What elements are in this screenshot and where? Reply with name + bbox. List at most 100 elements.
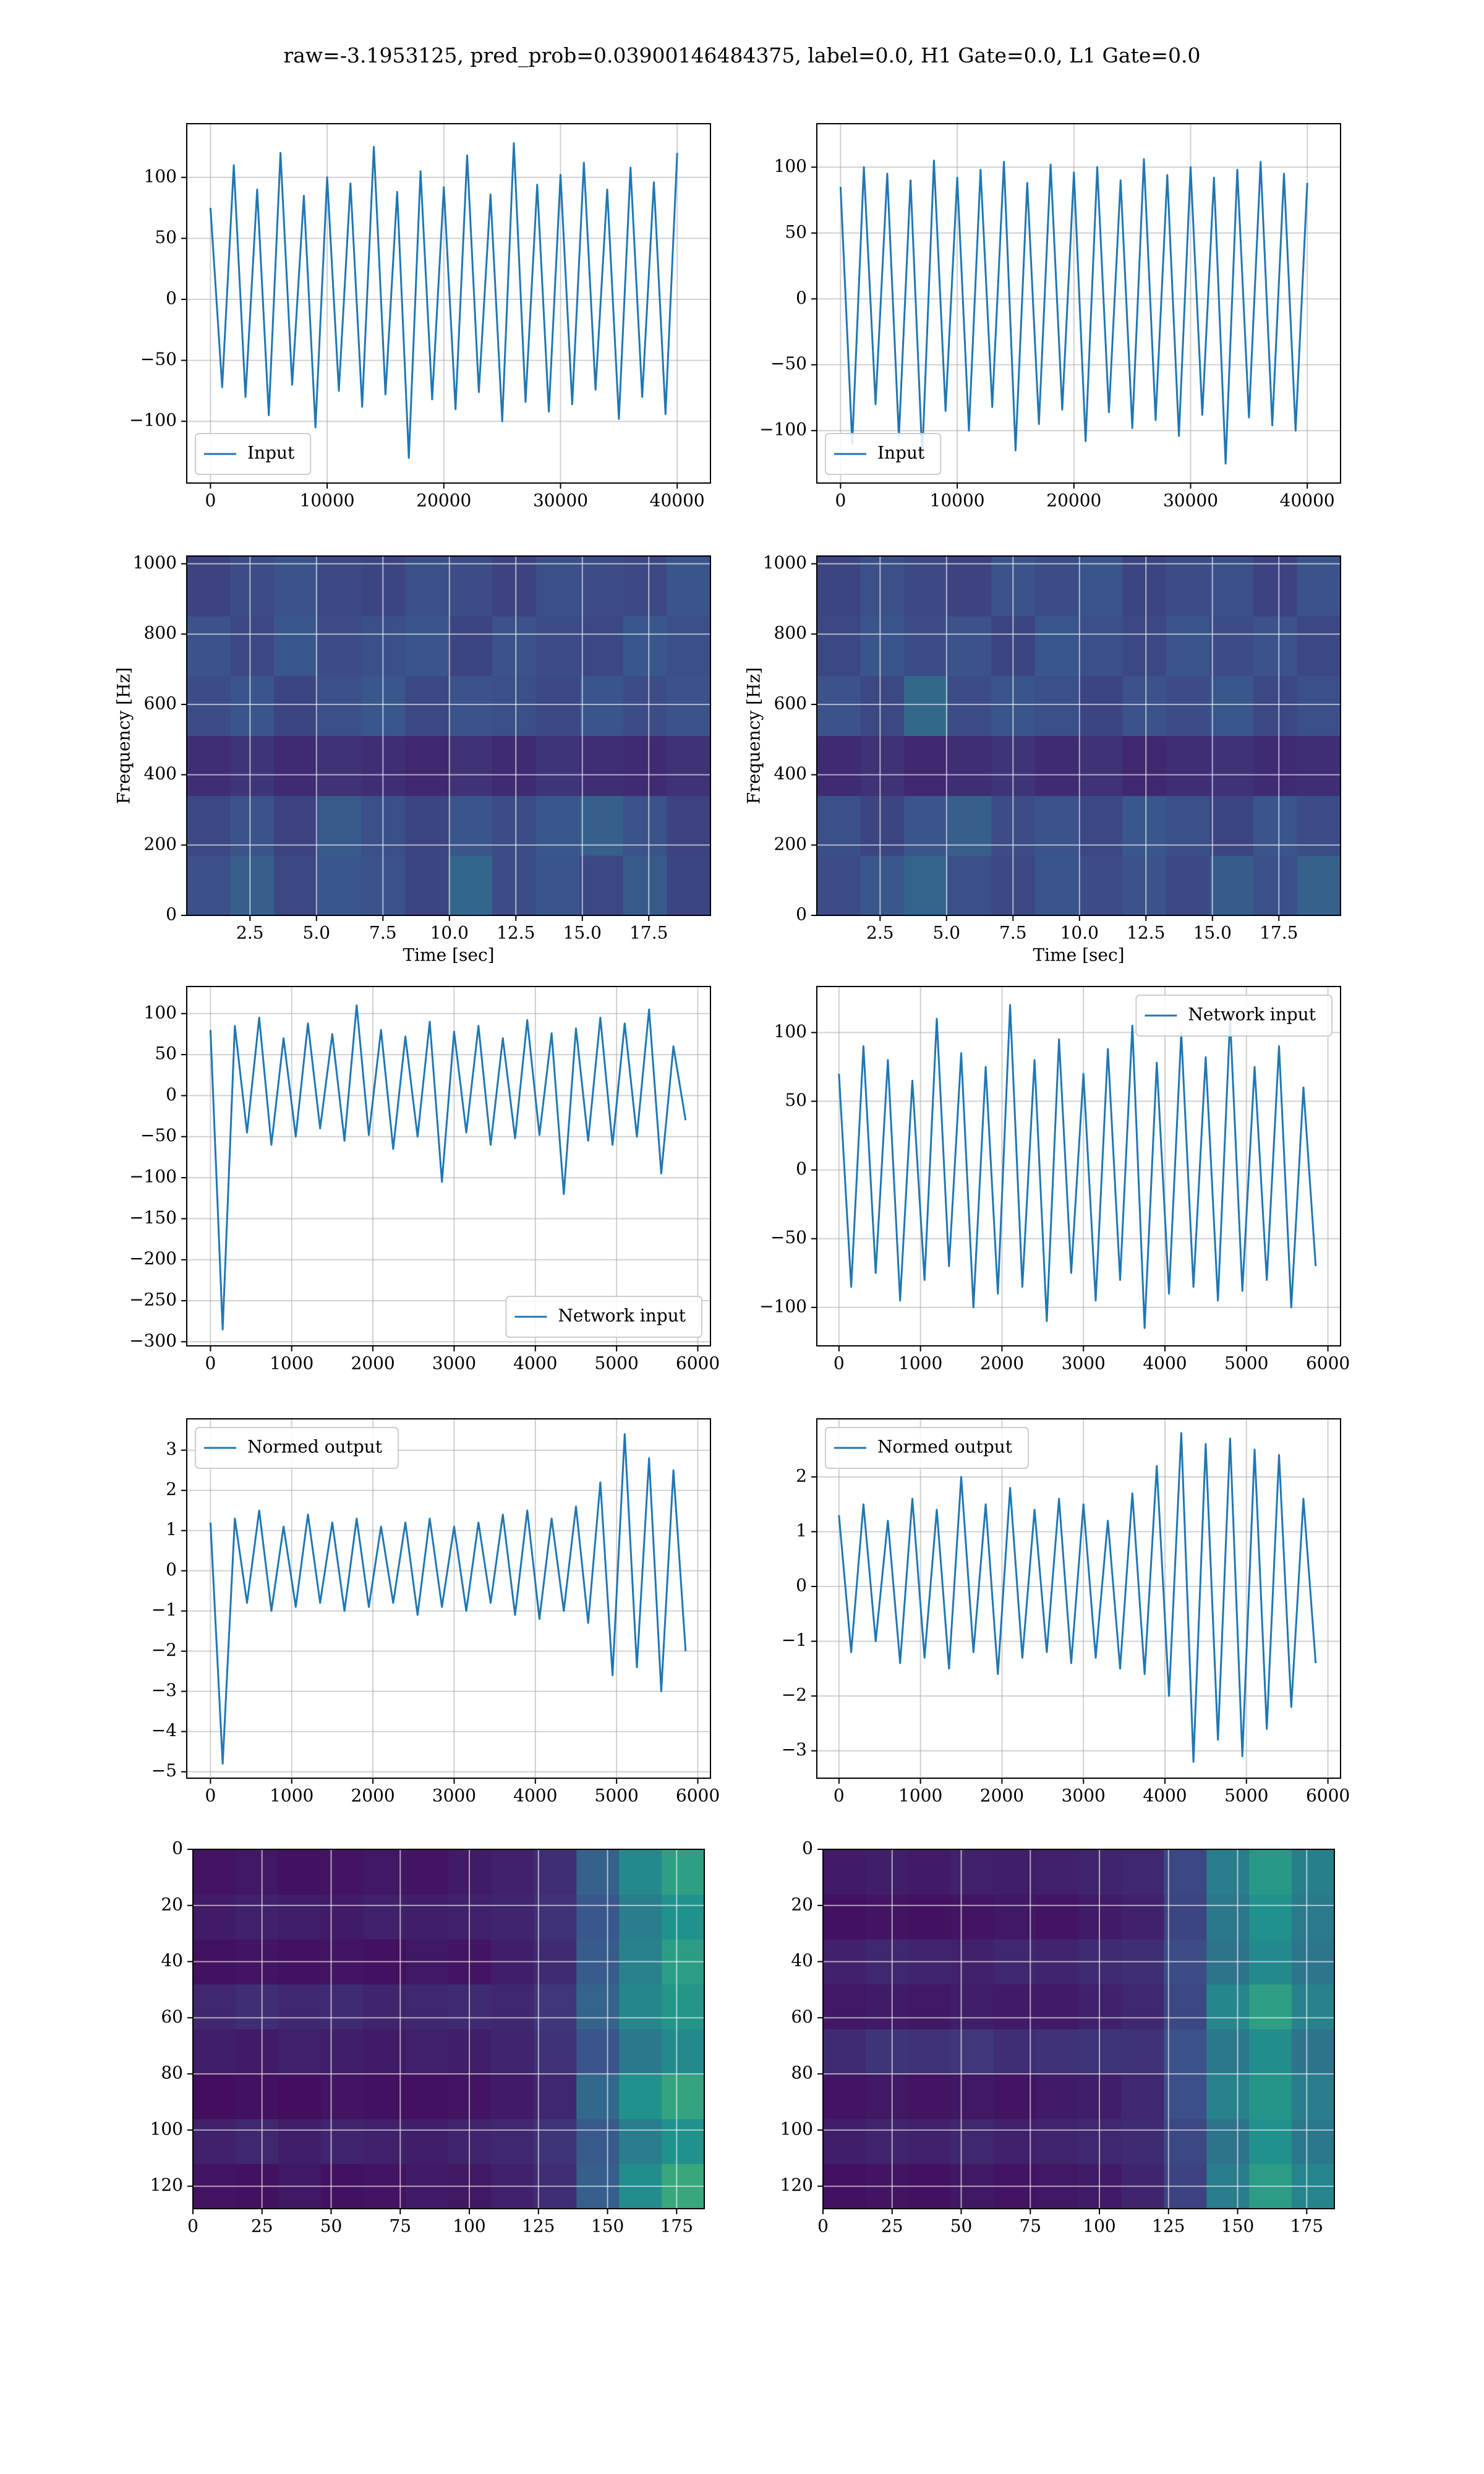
axes-frame	[816, 1418, 1341, 1779]
heatmap-cell	[823, 1849, 866, 1895]
subplot: 2.5 5.0 7.5 10.0 12.5 15.0 17.5 0 200 400 600 800 10…	[114, 552, 711, 965]
heatmap-cell	[1164, 1894, 1207, 1940]
heatmap-cell	[535, 556, 580, 617]
heatmap-cell	[667, 675, 710, 736]
plot-area	[187, 1419, 710, 1778]
x-tick-label: 3000	[432, 1786, 476, 1806]
heatmap-cell	[908, 2029, 952, 2074]
legend-box	[195, 1427, 399, 1469]
x-tick-label: 0	[205, 1353, 216, 1374]
y-tick-label: 3	[166, 1439, 177, 1459]
heatmap-cell	[1206, 1984, 1250, 2029]
heatmap-cell	[865, 2029, 909, 2074]
heatmap-cell	[193, 1849, 236, 1895]
y-tick-label: 80	[161, 2063, 183, 2083]
heatmap-cell	[492, 795, 537, 856]
axes-frame	[192, 1849, 705, 2209]
subplot: 0 25 50 75 100 125 150 175 0 20 40 60 80 100 120	[780, 1838, 1335, 2236]
x-tick-label: 3000	[1062, 1786, 1106, 1806]
heatmap-cell	[817, 615, 861, 677]
plot-area	[193, 1849, 704, 2209]
heatmap-cell	[274, 855, 318, 915]
heatmap-cell	[865, 2074, 909, 2120]
heatmap-cell	[1249, 2074, 1292, 2120]
heatmap-cell	[448, 1894, 492, 1940]
heatmap-cell	[534, 2118, 577, 2164]
heatmap-cell	[1292, 1984, 1334, 2029]
heatmap-cell	[1036, 1849, 1079, 1895]
heatmap-cell	[1253, 675, 1297, 736]
x-tick-label: 150	[1221, 2216, 1254, 2236]
heatmap-cell	[947, 795, 992, 856]
heatmap-cell	[823, 1894, 866, 1940]
y-tick-label: 40	[791, 1950, 813, 1971]
heatmap-cell	[950, 2029, 994, 2074]
heatmap-cell	[1121, 2118, 1164, 2164]
heatmap-cell	[534, 2074, 577, 2120]
y-tick-label: 1	[796, 1520, 807, 1541]
x-tick-label: 2000	[351, 1353, 394, 1374]
heatmap-cell	[1209, 795, 1254, 856]
legend: Input	[825, 433, 942, 475]
heatmap-cell	[579, 735, 624, 796]
heatmap-cell	[1034, 795, 1079, 856]
y-tick-label: 60	[791, 2006, 813, 2027]
heatmap-cell	[274, 795, 318, 856]
heatmap-cell	[908, 2074, 952, 2120]
heatmap-cell	[317, 855, 362, 915]
heatmap-cell	[1121, 2029, 1164, 2074]
heatmap-cell	[274, 615, 318, 677]
heatmap-cell	[534, 2029, 577, 2074]
x-tick-label: 175	[1290, 2216, 1323, 2236]
heatmap-cell	[823, 2118, 866, 2164]
y-tick-label: 0	[172, 1838, 183, 1859]
heatmap-cell	[491, 1984, 534, 2029]
heatmap-cell	[662, 1849, 704, 1895]
heatmap-cell	[448, 1849, 492, 1895]
heatmap-cell	[817, 735, 861, 796]
heatmap-cell	[1122, 795, 1167, 856]
y-tick-label: 800	[774, 623, 807, 643]
x-tick-label: 5000	[595, 1786, 639, 1806]
heatmap-cell	[320, 2118, 364, 2164]
subplot: 0 1000 2000 3000 4000 5000 6000 −3 −2 −1 0 1 2 Normed…	[782, 1418, 1350, 1806]
heatmap-cell	[1253, 556, 1297, 617]
heatmap-cell	[278, 1849, 322, 1895]
legend-label: Normed output	[247, 1437, 383, 1457]
heatmap-cell	[1036, 1894, 1079, 1940]
y-axis-label: Frequency [Hz]	[744, 667, 764, 804]
x-tick-label: 3000	[1062, 1353, 1106, 1374]
heatmap-cell	[860, 615, 905, 677]
y-tick-label: −100	[129, 1166, 177, 1187]
x-tick-label: 0	[205, 490, 216, 511]
x-tick-label: 0	[835, 490, 846, 511]
heatmap-cell	[579, 795, 624, 856]
heatmap-cell	[817, 795, 861, 856]
heatmap-cell	[579, 855, 624, 915]
legend-label: Network input	[1188, 1004, 1316, 1025]
heatmap-cell	[1078, 855, 1123, 915]
legend-label: Input	[247, 443, 295, 463]
y-tick-label: 60	[161, 2006, 183, 2027]
line	[209, 142, 678, 459]
heatmap-cell	[662, 1894, 704, 1940]
heatmap-cell	[1166, 615, 1210, 677]
heatmap-cell	[860, 855, 905, 915]
heatmap-cell	[619, 2029, 662, 2074]
heatmap-cell	[1209, 556, 1254, 617]
heatmap-cell	[230, 855, 275, 915]
heatmap-cell	[491, 1894, 534, 1940]
heatmap-cell	[1209, 675, 1254, 736]
heatmap-cell	[448, 2029, 492, 2074]
heatmap-cell	[235, 1894, 279, 1940]
y-tick-label: −5	[151, 1760, 177, 1781]
y-tick-label: 0	[166, 1084, 177, 1105]
heatmap-cell	[619, 1894, 662, 1940]
heatmap-cell	[404, 556, 449, 617]
heatmap-cell	[278, 2074, 322, 2120]
x-tick-label: 40000	[1280, 490, 1335, 511]
heatmap-cell	[662, 2029, 704, 2074]
x-tick-label: 0	[834, 1353, 845, 1374]
heatmap-cell	[320, 1894, 364, 1940]
y-tick-label: 200	[144, 834, 177, 854]
